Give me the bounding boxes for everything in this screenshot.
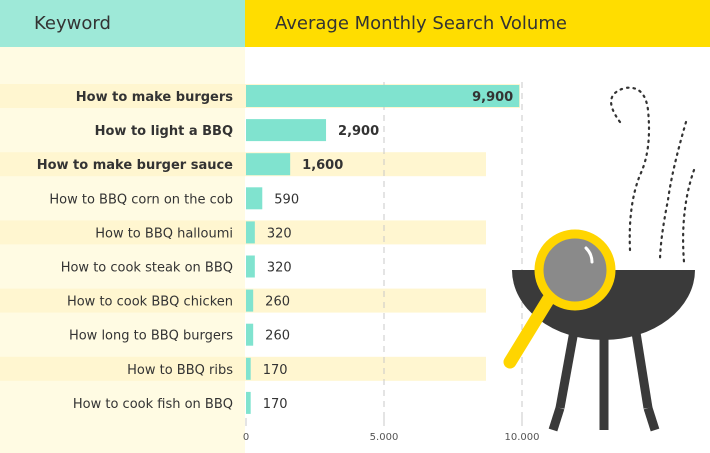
volume-header: Average Monthly Search Volume [245, 0, 710, 47]
lens-glint-icon [584, 246, 594, 264]
value-label: 260 [265, 295, 290, 310]
value-label: 9,900 [472, 90, 513, 105]
value-label: 260 [265, 329, 290, 344]
keyword-header: Keyword [0, 0, 245, 47]
bar [246, 85, 520, 107]
grill-leg-icon [643, 406, 660, 432]
keyword-label: How to BBQ corn on the cob [49, 192, 233, 207]
row-highlight [0, 288, 486, 313]
keyword-label: How to cook steak on BBQ [61, 261, 233, 276]
row-highlight [0, 152, 486, 177]
value-label: 590 [274, 192, 299, 207]
bar [246, 289, 254, 312]
keyword-label: How to cook BBQ chicken [67, 295, 233, 310]
bar [246, 391, 251, 414]
keyword-label: How to make burgers [76, 90, 233, 105]
steam-icon [658, 120, 688, 264]
steam-icon [682, 168, 696, 264]
magnifier-handle-icon [503, 293, 555, 369]
keyword-label: How to BBQ halloumi [95, 226, 233, 241]
steam-icon [610, 86, 651, 252]
keyword-label: How to light a BBQ [95, 124, 233, 139]
keyword-label: How to make burger sauce [37, 158, 233, 173]
value-label: 320 [267, 226, 292, 241]
row-highlight [0, 220, 486, 245]
bar [246, 153, 291, 176]
bar [246, 323, 254, 346]
value-label: 320 [267, 261, 292, 276]
value-label: 1,600 [302, 158, 343, 173]
keyword-label: How long to BBQ burgers [69, 329, 233, 344]
value-label: 170 [263, 363, 288, 378]
keyword-label: How to cook fish on BBQ [73, 397, 233, 412]
bar [246, 221, 255, 244]
bar [246, 187, 263, 210]
x-tick-label: 0 [243, 432, 249, 443]
x-tick-label: 5.000 [370, 432, 399, 443]
bar [246, 119, 327, 142]
grill-leg-icon [548, 406, 565, 432]
value-label: 2,900 [338, 124, 379, 139]
row-highlight [0, 356, 486, 381]
magnifier-lens-icon [555, 258, 595, 276]
value-label: 170 [263, 397, 288, 412]
keyword-label: How to BBQ ribs [127, 363, 233, 378]
bar [246, 255, 255, 278]
x-tick-label: 10.000 [505, 432, 540, 443]
bar [246, 357, 251, 380]
